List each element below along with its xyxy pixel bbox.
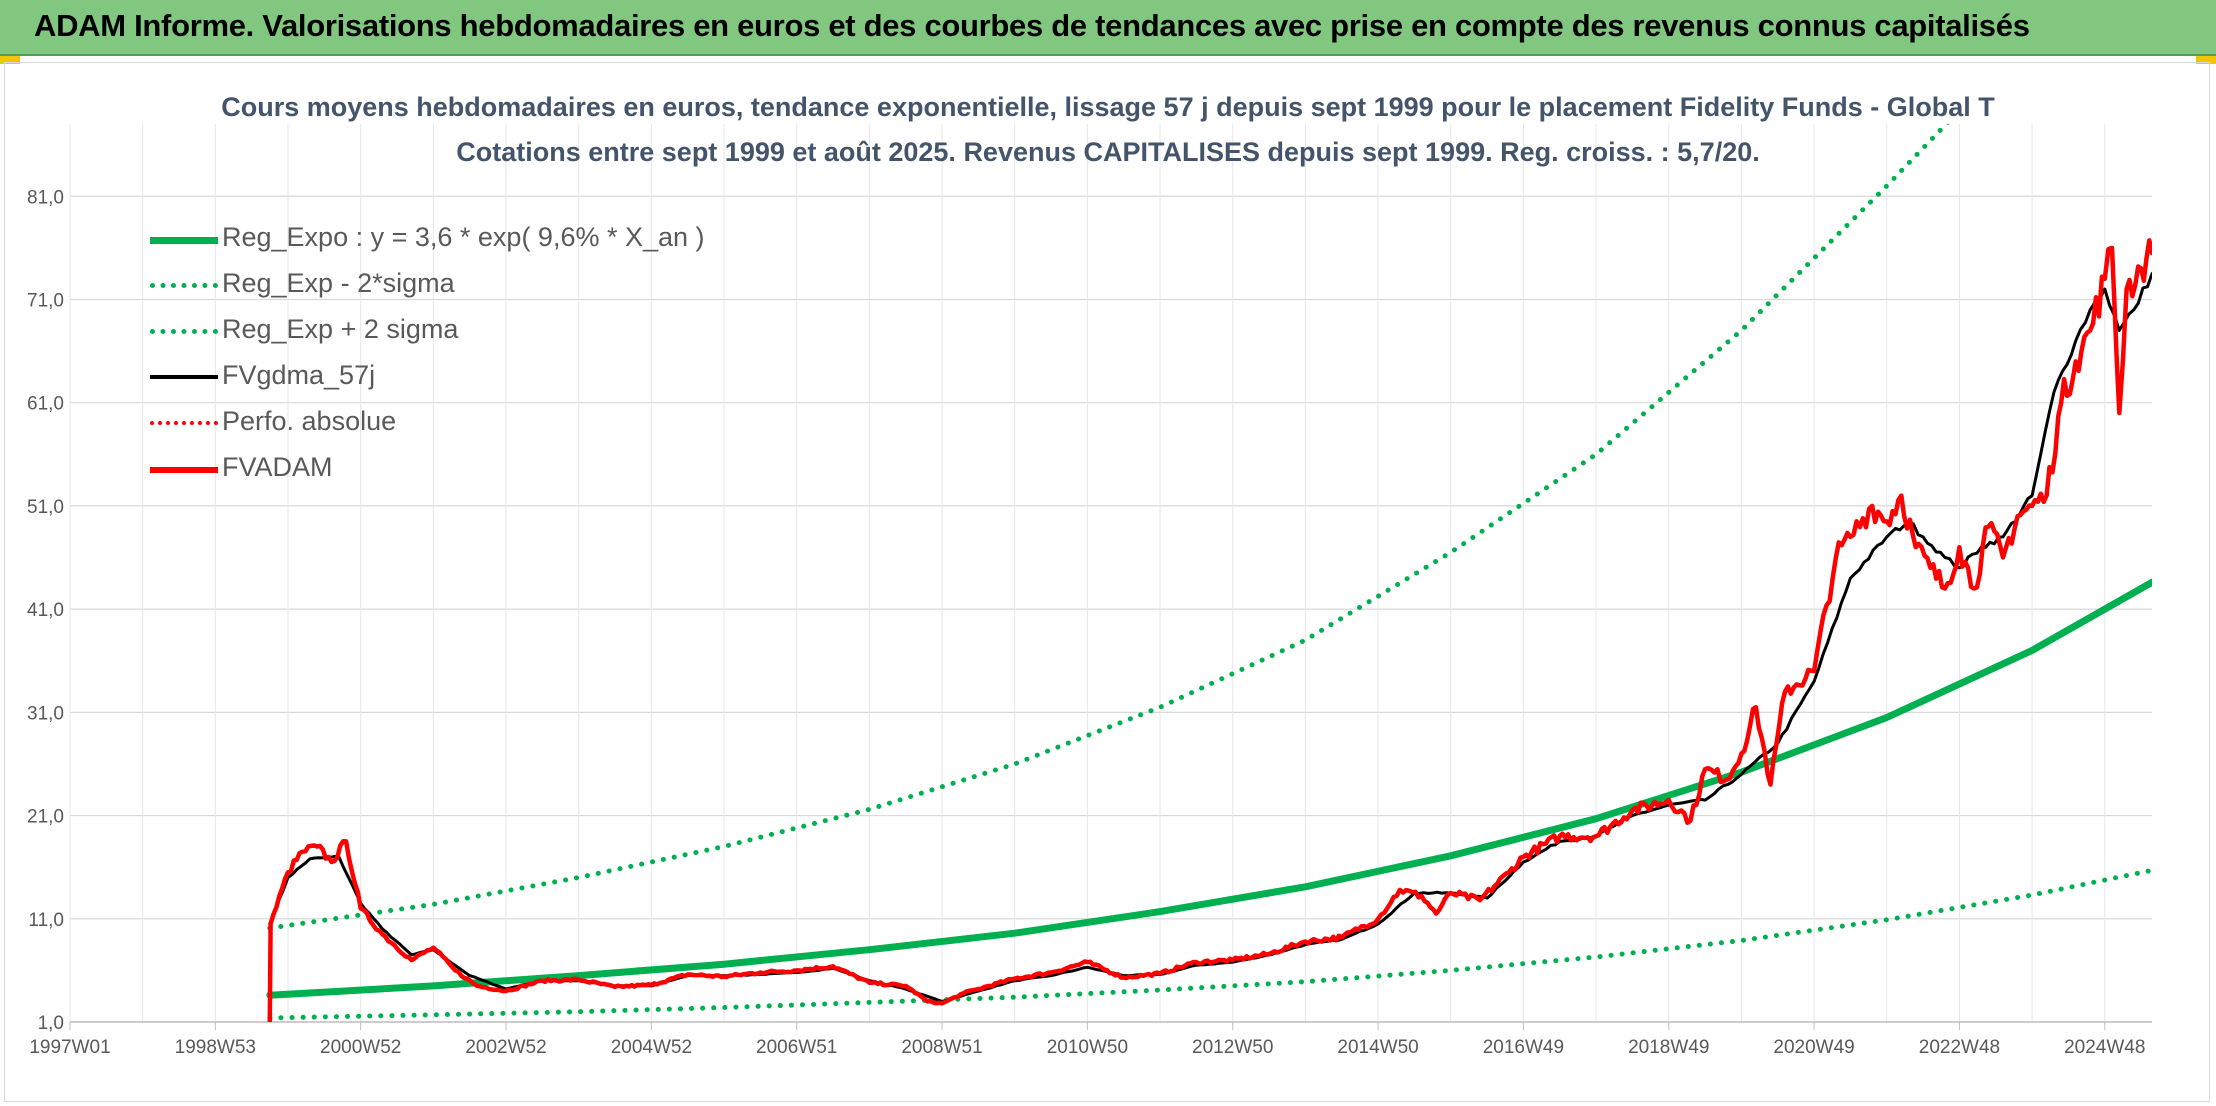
y-tick-label: 51,0 bbox=[27, 497, 64, 518]
series-reg-plus-2sigma bbox=[267, 124, 1950, 931]
y-tick-label: 81,0 bbox=[27, 187, 64, 208]
x-tick-label: 2022W48 bbox=[1919, 1037, 2000, 1058]
legend-label-perfo: Perfo. absolue bbox=[222, 406, 397, 436]
legend-swatch-fvgdma bbox=[150, 375, 218, 379]
y-tick-label: 41,0 bbox=[27, 600, 64, 621]
x-tick-label: 2012W50 bbox=[1192, 1037, 1273, 1058]
x-tick-label: 2024W48 bbox=[2064, 1037, 2145, 1058]
legend-label-reg-expo: Reg_Expo : y = 3,6 * exp( 9,6% * X_an ) bbox=[222, 222, 705, 252]
legend-label-fvgdma: FVgdma_57j bbox=[222, 360, 376, 390]
x-tick-label: 2002W52 bbox=[465, 1037, 546, 1058]
x-tick-label: 1997W01 bbox=[29, 1037, 110, 1058]
y-tick-label: 11,0 bbox=[28, 910, 64, 931]
y-tick-label: 31,0 bbox=[27, 703, 64, 724]
y-tick-label: 21,0 bbox=[27, 807, 64, 828]
y-tick-label: 71,0 bbox=[27, 290, 64, 311]
series-reg-expo bbox=[266, 578, 2152, 999]
legend-swatch-reg-minus bbox=[150, 283, 218, 288]
legend-label-reg-minus: Reg_Exp - 2*sigma bbox=[222, 268, 455, 298]
series-reg-minus-2sigma bbox=[267, 867, 2152, 1021]
series-fvgdma-57j bbox=[268, 272, 2152, 1003]
x-tick-label: 2004W52 bbox=[611, 1037, 692, 1058]
legend-swatch-reg-expo bbox=[150, 237, 218, 244]
y-tick-label: 1,0 bbox=[38, 1013, 64, 1034]
chart-subtitle: Cotations entre sept 1999 et août 2025. … bbox=[456, 137, 1760, 167]
x-tick-label: 2020W49 bbox=[1773, 1037, 1854, 1058]
legend-swatch-reg-plus bbox=[150, 329, 218, 334]
x-tick-label: 2018W49 bbox=[1628, 1037, 1709, 1058]
x-tick-label: 2016W49 bbox=[1483, 1037, 1564, 1058]
chart-title: Cours moyens hebdomadaires en euros, ten… bbox=[221, 92, 1995, 122]
legend-swatch-fvadam bbox=[150, 467, 218, 473]
x-tick-label: 2006W51 bbox=[756, 1037, 837, 1058]
series-fvadam bbox=[267, 238, 2152, 1022]
legend-label-fvadam: FVADAM bbox=[222, 452, 333, 482]
x-tick-label: 2008W51 bbox=[901, 1037, 982, 1058]
report-title: ADAM Informe. Valorisations hebdomadaire… bbox=[34, 8, 2030, 43]
x-tick-label: 2000W52 bbox=[320, 1037, 401, 1058]
x-tick-label: 2010W50 bbox=[1047, 1037, 1128, 1058]
legend-label-reg-plus: Reg_Exp + 2 sigma bbox=[222, 314, 459, 344]
legend-swatch-perfo bbox=[150, 421, 218, 425]
chart-area bbox=[4, 62, 2210, 1102]
report-header: ADAM Informe. Valorisations hebdomadaire… bbox=[0, 0, 2216, 56]
corner-marker-top-right bbox=[2196, 56, 2216, 64]
corner-marker-top-left bbox=[0, 56, 20, 64]
x-tick-label: 2014W50 bbox=[1337, 1037, 1418, 1058]
x-tick-label: 1998W53 bbox=[175, 1037, 256, 1058]
y-tick-label: 61,0 bbox=[27, 394, 64, 415]
